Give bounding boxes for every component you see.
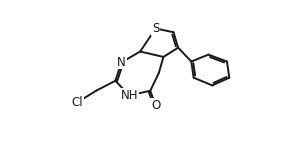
Text: S: S <box>152 22 159 35</box>
Text: NH: NH <box>121 89 138 102</box>
Text: N: N <box>117 56 126 69</box>
Text: O: O <box>151 99 160 112</box>
Text: Cl: Cl <box>72 96 83 109</box>
